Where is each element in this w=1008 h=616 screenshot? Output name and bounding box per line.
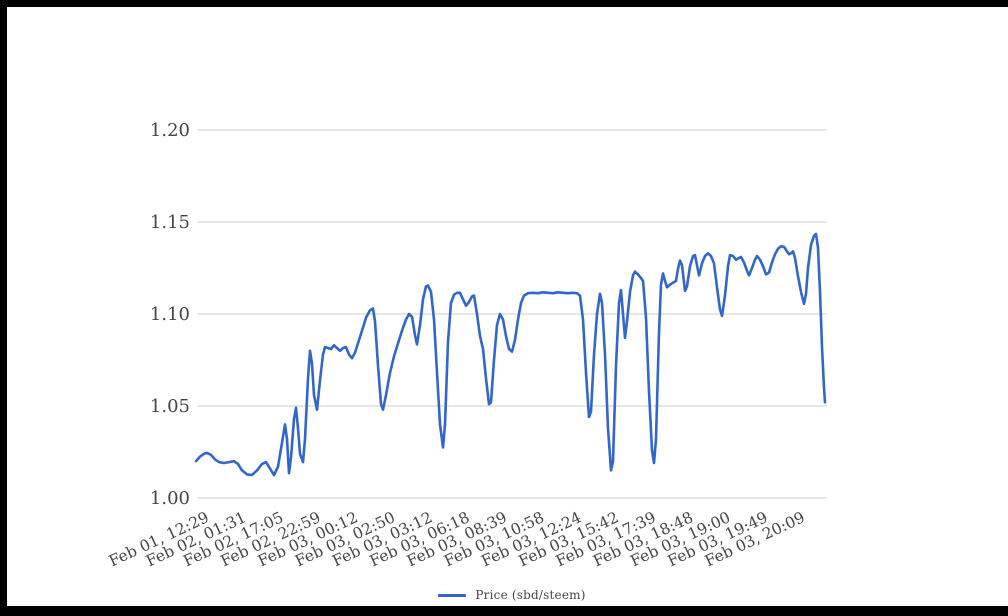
legend-line-swatch xyxy=(438,593,467,597)
chart-legend: Price (sbd/steem) xyxy=(197,588,827,602)
price-series-line xyxy=(194,232,827,477)
y-axis-tick-label: 1.05 xyxy=(150,396,190,417)
y-axis-tick-label: 1.10 xyxy=(150,304,190,325)
legend-label: Price (sbd/steem) xyxy=(475,588,586,602)
y-axis-tick-label: 1.20 xyxy=(150,120,190,141)
y-axis-tick-label: 1.00 xyxy=(150,488,190,509)
y-axis-tick-label: 1.15 xyxy=(150,212,190,233)
